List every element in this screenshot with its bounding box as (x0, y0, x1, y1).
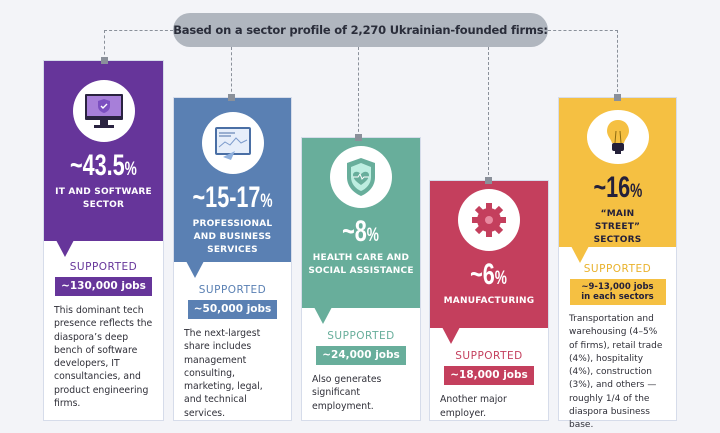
header-prefix: Based on a sector profile of (173, 23, 351, 37)
percent-unit: % (260, 191, 273, 212)
sector-label: PROFESSIONAL AND BUSINESS SERVICES (192, 219, 273, 255)
header-pill: Based on a sector profile of 2,270 Ukrai… (173, 13, 548, 47)
percent-value: ~43.5 (70, 149, 125, 182)
jobs-badge: ~130,000 jobs (55, 277, 152, 296)
percent-value: ~8 (342, 215, 368, 248)
connector (104, 30, 105, 60)
sector-card-health: ~8% HEALTH CARE AND SOCIAL ASSISTANCE SU… (301, 137, 421, 421)
supported-label: SUPPORTED (198, 283, 267, 296)
card-header: ~6% MANUFACTURING (430, 181, 548, 345)
supported-label: SUPPORTED (583, 263, 652, 275)
supported-label: SUPPORTED (455, 350, 523, 363)
jobs-badge: ~50,000 jobs (187, 299, 278, 319)
pointer (571, 246, 589, 263)
connector-knob (614, 94, 621, 101)
supported-label: SUPPORTED (69, 261, 138, 273)
sector-label: IT AND SOFTWARE SECTOR (55, 187, 152, 210)
sector-description: This dominant tech presence reflects the… (54, 305, 153, 410)
connector-knob (355, 134, 362, 141)
pointer (314, 307, 332, 324)
connector (488, 47, 489, 180)
gear-icon (458, 189, 520, 251)
sector-card-main-street: ~16% “MAIN STREET” SECTORS SUPPORTED ~9-… (558, 97, 677, 430)
connector (231, 47, 232, 97)
card-header: ~43.5% IT AND SOFTWARE SECTOR (44, 61, 163, 257)
percent-unit: % (124, 159, 137, 180)
percent-value: ~15-17 (192, 181, 261, 214)
monitor-shield-icon (72, 80, 135, 142)
sector-card-professional: ~15-17% PROFESSIONAL AND BUSINESS SERVIC… (173, 97, 292, 421)
card-header: ~16% “MAIN STREET” SECTORS (559, 98, 676, 263)
connector (358, 47, 359, 137)
percent-unit: % (367, 225, 380, 246)
sector-label: MANUFACTURING (443, 296, 535, 306)
percent-unit: % (495, 268, 508, 289)
connector-knob (228, 94, 235, 101)
card-header: ~8% HEALTH CARE AND SOCIAL ASSISTANCE (302, 138, 420, 324)
pointer (56, 240, 74, 257)
health-shield-icon (330, 146, 392, 208)
jobs-badge: ~24,000 jobs (316, 346, 406, 365)
sector-description: Also generates significant employment. (312, 374, 382, 412)
header-suffix: Ukrainian-founded firms: (385, 23, 548, 37)
sector-label: HEALTH CARE AND SOCIAL ASSISTANCE (308, 253, 414, 276)
sector-description: Another major employer. (440, 394, 507, 419)
sector-card-it: ~43.5% IT AND SOFTWARE SECTOR SUPPORTED … (43, 60, 164, 421)
percent-value: ~16 (593, 171, 630, 204)
pointer (442, 327, 460, 345)
card-header: ~15-17% PROFESSIONAL AND BUSINESS SERVIC… (174, 98, 291, 278)
sector-description: The next-largest share includes manageme… (184, 327, 263, 419)
connector (617, 30, 618, 97)
connector (548, 30, 618, 31)
supported-label: SUPPORTED (327, 330, 395, 342)
connector-knob (485, 177, 492, 184)
pointer (186, 260, 204, 278)
sector-card-manufacturing: ~6% MANUFACTURING SUPPORTED ~18,000 jobs… (429, 180, 549, 421)
percent-value: ~6 (470, 258, 496, 291)
jobs-badge: ~18,000 jobs (444, 366, 534, 386)
jobs-badge: ~9-13,000 jobs in each sectors (569, 279, 666, 305)
sector-description: Transportation and warehousing (4–5% of … (569, 314, 663, 431)
percent-unit: % (629, 181, 642, 202)
sector-label: “MAIN STREET” SECTORS (593, 209, 642, 245)
header-count: 2,270 (350, 23, 387, 37)
connector (104, 30, 173, 31)
connector-knob (101, 57, 108, 64)
lightbulb-icon (586, 110, 649, 164)
chart-presentation-icon (201, 112, 264, 174)
